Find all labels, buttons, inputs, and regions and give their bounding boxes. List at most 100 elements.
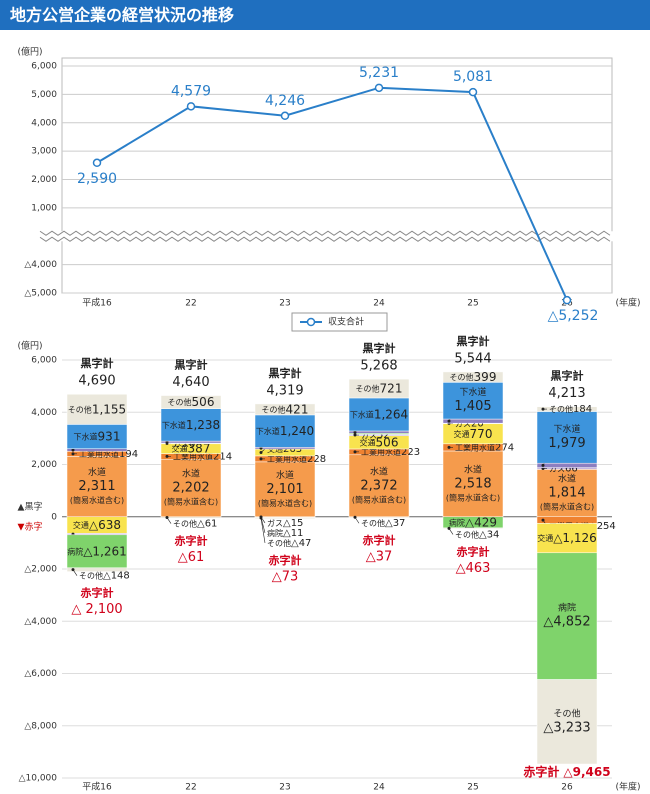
segment-label: その他421 <box>262 402 309 416</box>
y-tick-label: 2,000 <box>31 460 57 470</box>
bar-segment <box>254 517 316 519</box>
segment-value: △15 <box>283 518 303 529</box>
segment-name: 水道 <box>276 469 294 481</box>
x-tick-label: 26 <box>561 783 573 793</box>
segment-name: 交通 <box>73 520 89 530</box>
data-label: 4,579 <box>171 83 211 99</box>
bar-segment <box>442 418 504 424</box>
bar-segment <box>66 393 128 425</box>
segment-name: その他 <box>455 529 479 539</box>
segment-label: その他△148 <box>79 570 130 582</box>
y-tick-label: △6,000 <box>24 669 57 679</box>
segment-label: その他1,155 <box>68 402 126 416</box>
bar-segment <box>66 456 128 517</box>
segment-name: その他 <box>356 383 380 393</box>
x-tick-label: 22 <box>185 299 196 309</box>
segment-name: その他 <box>262 404 286 414</box>
y-tick-label: △4,000 <box>24 260 57 270</box>
bar-segment <box>348 430 410 434</box>
leader-line <box>260 517 266 534</box>
segment-name: 工業用水道 <box>79 448 119 458</box>
segment-value: △638 <box>89 518 121 532</box>
deficit-total-value: △73 <box>272 569 299 584</box>
segment-value: △1,126 <box>553 531 597 545</box>
segment-label: その他184 <box>549 404 592 416</box>
bar-segment <box>536 523 598 554</box>
leader-line <box>260 448 266 453</box>
segment-name: 工業用水道 <box>361 446 401 456</box>
point <box>186 102 196 111</box>
segment-name: 病院 <box>558 602 576 614</box>
segment-name: 水道 <box>558 473 576 485</box>
segment-value: 421 <box>286 402 309 416</box>
segment-value: △37 <box>385 518 405 529</box>
bar-segment <box>536 679 598 765</box>
x-tick-label: 23 <box>279 783 290 793</box>
segment-value: △3,233 <box>543 720 590 735</box>
segment-name: 水道 <box>370 465 388 477</box>
segment-value: 2,101 <box>266 482 303 497</box>
data-label: 2,590 <box>77 171 117 187</box>
surplus-total-label: 黒字計 <box>551 369 584 383</box>
bar-segment <box>348 516 410 518</box>
segment-name: その他 <box>267 537 291 547</box>
segment-label: 交通△638 <box>73 518 121 532</box>
segment-value: △11 <box>283 528 303 539</box>
page-title: 地方公営企業の経営状況の推移 <box>10 6 234 25</box>
plot-area <box>61 57 613 294</box>
segment-value: 214 <box>213 451 232 462</box>
segment-value: △4,852 <box>543 615 590 630</box>
segment-name: その他 <box>361 518 385 528</box>
deficit-total-label: 赤字計 <box>81 586 114 600</box>
y-tick-label: 2,000 <box>31 175 57 185</box>
y-tick-label: △10,000 <box>19 774 58 784</box>
segment-name: 工業用水道 <box>455 442 495 452</box>
segment-name: 交通 <box>172 443 188 453</box>
segment-value: 263 <box>283 444 302 455</box>
bar-segment <box>160 408 222 442</box>
data-label: △5,252 <box>548 308 599 324</box>
segment-name: ガス <box>267 517 283 527</box>
segment-value: △34 <box>479 529 499 540</box>
y-tick-label: 4,000 <box>31 408 57 418</box>
segment-label: ガス66 <box>549 463 578 475</box>
deficit-total-label: 赤字計 <box>363 533 396 547</box>
segment-name: ガス <box>549 463 565 473</box>
segment-label: 下水道1,240 <box>256 424 314 438</box>
deficit-total-value: △61 <box>178 550 205 565</box>
axis-break <box>40 231 614 242</box>
bar-segment <box>160 440 222 444</box>
segment-label: 交通387 <box>172 441 211 455</box>
segment-value: 1,238 <box>186 417 220 431</box>
segment-name: その他 <box>79 570 103 580</box>
bar-segment <box>536 552 598 680</box>
segment-label: その他△37 <box>361 518 405 530</box>
x-unit: (年度) <box>615 781 640 793</box>
segment-value: 1,264 <box>374 407 408 421</box>
leader-line <box>260 517 266 543</box>
y-tick-label: 6,000 <box>31 356 57 366</box>
segment-value: 1,814 <box>548 486 585 501</box>
segment-value: 8 <box>189 438 195 449</box>
segment-value: △1,261 <box>83 544 127 558</box>
bar-segment <box>66 567 128 572</box>
segment-value: 52 <box>377 430 390 441</box>
segment-label: 病院△1,261 <box>67 544 127 558</box>
bar-segment <box>442 371 504 383</box>
bar-segment <box>442 450 504 518</box>
y-tick-label: △5,000 <box>24 289 57 299</box>
segment-name: 交通 <box>360 437 376 447</box>
bar-segment <box>66 534 128 568</box>
legend-box <box>291 312 388 332</box>
segment-note: (簡易水道含む) <box>352 494 406 504</box>
segment-value: 2,311 <box>78 479 115 494</box>
segment-note: (簡易水道含む) <box>446 492 500 502</box>
point <box>468 87 478 97</box>
segment-name: 下水道 <box>350 409 374 419</box>
line <box>96 86 568 301</box>
segment-name: その他 <box>68 404 92 414</box>
segment-note: (簡易水道含む) <box>70 495 124 505</box>
segment-name: その他 <box>168 397 192 407</box>
deficit-total: 赤字計 △9,465 <box>523 764 610 779</box>
segment-value: 1,979 <box>548 436 585 451</box>
